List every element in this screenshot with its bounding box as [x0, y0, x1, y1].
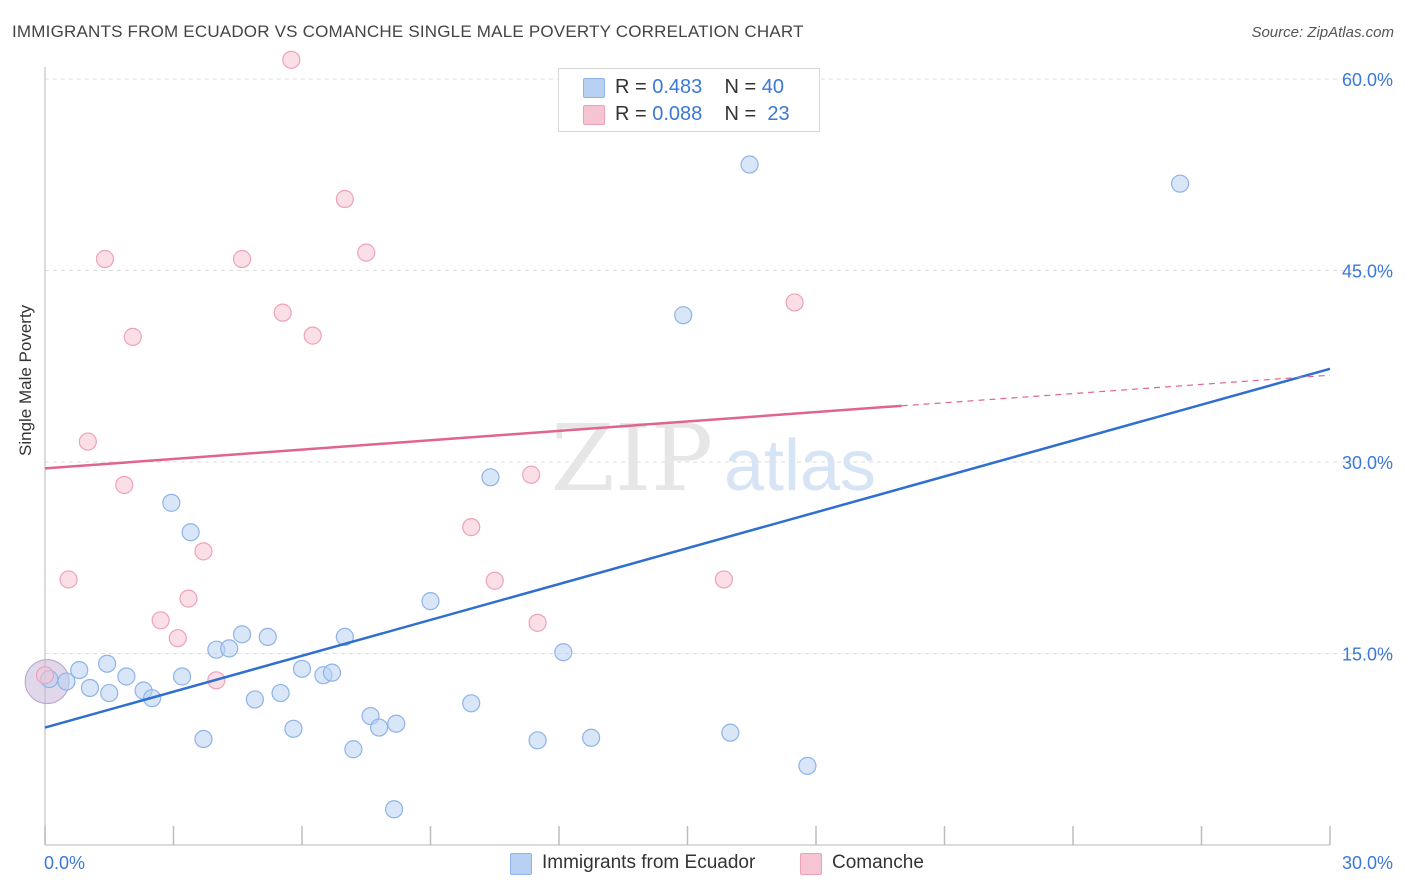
point-ecuador	[740, 155, 759, 174]
point-ecuador	[232, 625, 252, 644]
point-ecuador	[194, 729, 213, 749]
y-tick-label: 60.0%	[1342, 70, 1393, 90]
point-comanche	[335, 189, 354, 209]
legend-n-label: N =	[724, 103, 757, 125]
legend-label-ecuador: Immigrants from Ecuador	[542, 852, 756, 873]
point-comanche	[785, 293, 804, 312]
trend-line-ecuador	[44, 367, 1331, 729]
axes	[44, 67, 1331, 846]
point-ecuador	[582, 728, 601, 747]
x-tick-label: 0.0%	[44, 853, 85, 873]
legend-swatch-blue	[510, 853, 532, 875]
x-tick-label: 30.0%	[1342, 853, 1393, 873]
point-ecuador	[344, 740, 363, 759]
point-ecuador	[181, 523, 200, 542]
point-ecuador	[70, 660, 89, 680]
point-ecuador	[370, 718, 389, 737]
point-comanche	[232, 249, 252, 269]
point-ecuador	[271, 683, 290, 703]
point-ecuador	[554, 643, 573, 662]
point-ecuador	[322, 663, 342, 682]
trend-lines	[44, 367, 1331, 729]
point-comanche	[95, 249, 115, 269]
point-comanche	[485, 571, 504, 590]
point-comanche	[357, 243, 376, 262]
point-ecuador	[462, 694, 481, 713]
legend-r-value: 0.483	[652, 76, 703, 98]
correlation-legend: R = 0.483 N = 40 R = 0.088 N = 23	[558, 68, 820, 132]
watermark: ZIP atlas	[551, 405, 876, 512]
legend-swatch-pink	[800, 853, 822, 875]
point-comanche	[522, 465, 541, 484]
point-comanche	[168, 629, 187, 648]
point-comanche	[273, 303, 292, 322]
point-ecuador	[292, 659, 312, 678]
point-ecuador	[721, 723, 740, 742]
point-ecuador	[674, 306, 693, 325]
point-ecuador	[798, 756, 817, 775]
point-comanche	[179, 589, 198, 608]
point-comanche	[282, 50, 301, 69]
y-axis-label: Single Male Poverty	[16, 304, 35, 456]
legend-swatch-pink	[583, 105, 605, 125]
trend-line-comanche	[44, 404, 902, 470]
y-tick-label: 15.0%	[1342, 645, 1393, 665]
point-ecuador	[172, 667, 192, 686]
point-comanche	[78, 432, 97, 451]
point-comanche	[115, 475, 134, 495]
point-ecuador	[117, 667, 136, 686]
legend-r-label: R =	[615, 76, 647, 98]
legend-r-label: R =	[615, 103, 647, 125]
point-comanche	[714, 570, 734, 589]
y-tick-label: 30.0%	[1342, 453, 1393, 473]
point-ecuador	[98, 654, 117, 673]
trend-line-comanche-extension	[901, 374, 1331, 407]
point-ecuador	[481, 468, 500, 487]
point-ecuador	[335, 627, 354, 647]
point-ecuador	[421, 592, 440, 611]
legend-r-value: 0.088	[652, 103, 703, 125]
point-comanche	[194, 542, 213, 561]
point-comanche	[528, 613, 547, 632]
legend-n-value: 40	[761, 76, 785, 98]
legend-n-value: 23	[767, 103, 790, 125]
point-ecuador	[245, 690, 264, 709]
point-ecuador	[387, 714, 406, 733]
legend-swatch-blue	[583, 78, 605, 98]
point-ecuador	[258, 627, 277, 647]
gridlines	[45, 78, 1392, 654]
legend-label-comanche: Comanche	[832, 852, 924, 873]
chart-title: IMMIGRANTS FROM ECUADOR VS COMANCHE SING…	[12, 22, 804, 41]
source-label: Source: ZipAtlas.com	[1251, 24, 1394, 41]
point-ecuador	[528, 731, 547, 750]
point-comanche	[59, 570, 78, 589]
point-comanche	[151, 611, 170, 630]
point-comanche	[303, 326, 322, 345]
point-ecuador	[384, 800, 404, 819]
watermark-zip: ZIP	[551, 405, 713, 512]
point-ecuador	[1170, 174, 1190, 193]
point-comanche	[123, 327, 142, 346]
point-ecuador	[80, 678, 100, 698]
point-comanche	[462, 518, 481, 537]
point-ecuador	[57, 672, 76, 691]
y-tick-label: 45.0%	[1342, 262, 1393, 282]
point-ecuador	[220, 639, 239, 658]
legend-n-label: N =	[724, 76, 757, 98]
watermark-atlas: atlas	[724, 426, 876, 506]
point-ecuador	[284, 719, 303, 738]
tick-labels: 15.0% 30.0% 45.0% 60.0% 0.0% 30.0%	[44, 70, 1393, 873]
point-comanche	[35, 666, 55, 685]
point-ecuador	[162, 493, 181, 512]
point-ecuador	[100, 683, 119, 703]
